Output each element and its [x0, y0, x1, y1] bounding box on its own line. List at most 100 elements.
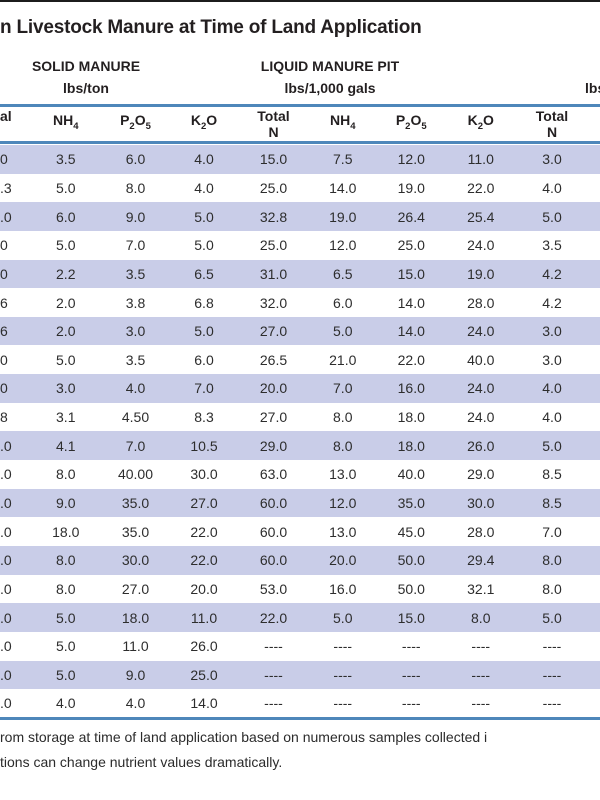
top-border-rule [0, 0, 600, 2]
table-cell: 4.0 [194, 179, 214, 196]
table-cell: 18.0 [52, 523, 80, 540]
table-cell-fragment: 0 [0, 265, 8, 282]
table-cell: 8.0 [56, 552, 76, 569]
table-cell: 8.3 [194, 409, 214, 426]
table-cell: 5.0 [194, 323, 214, 340]
table-cell: 9.0 [125, 208, 146, 225]
table-cell: ---- [542, 638, 562, 655]
table-cell-fragment: 0 [0, 380, 8, 397]
table-cell: 6.5 [333, 265, 353, 282]
table-cell: 53.0 [259, 580, 288, 597]
table-cell-fragment: 8 [0, 409, 8, 426]
table-cell: 8.0 [471, 609, 491, 626]
table-cell: 5.0 [194, 237, 214, 254]
table-cell: 2.0 [56, 323, 76, 340]
table-cell: 8.0 [125, 179, 146, 196]
table-cell: 8.0 [56, 580, 76, 597]
table-cell: 9.0 [56, 495, 76, 511]
header-total-n-right: Total N [535, 107, 569, 140]
table-cell-fragment: .0 [0, 580, 12, 597]
table-cell: 14.0 [329, 179, 357, 196]
table-cell: 50.0 [397, 580, 425, 597]
table-cell: 3.5 [125, 265, 146, 282]
header-top-rule [0, 104, 600, 107]
table-cell: 26.0 [190, 638, 218, 655]
table-cell: 8.0 [542, 580, 562, 597]
table-cell: 8.0 [542, 552, 562, 569]
table-cell: 3.0 [542, 323, 562, 340]
table-cell: 20.0 [259, 380, 288, 397]
table-cell: 25.0 [259, 237, 288, 254]
table-cell: 27.0 [259, 323, 288, 340]
table-cell: 5.0 [333, 323, 353, 340]
table-cell: 29.0 [259, 437, 288, 454]
table-cell-fragment: .0 [0, 552, 12, 569]
table-row: .0 6.0 9.0 5.0 32.8 19.0 26.4 25.4 5.0 [0, 202, 600, 231]
table-cell: 29.0 [467, 466, 495, 483]
table-cell: ---- [401, 666, 421, 683]
header-nh4-solid: NH4 [52, 112, 79, 132]
table-cell-fragment: 0 [0, 237, 8, 254]
table-cell: 25.0 [190, 666, 218, 683]
table-cell: 8.0 [333, 409, 353, 426]
table-cell: 26.4 [397, 208, 425, 225]
table-cell: 6.8 [194, 294, 214, 311]
table-row: .0 4.0 4.0 14.0 ---- ---- ---- ---- ---- [0, 689, 600, 718]
table-cell: 5.0 [56, 638, 76, 655]
table-cell: 7.0 [125, 237, 146, 254]
table-row: .0 5.0 11.0 26.0 ---- ---- ---- ---- ---- [0, 632, 600, 661]
table-cell: 19.0 [397, 179, 425, 196]
table-cell: 20.0 [190, 580, 218, 597]
table-cell: 18.0 [397, 437, 425, 454]
table-cell: 24.0 [467, 409, 495, 426]
table-cell: 8.5 [542, 466, 562, 483]
table-cell: 6.0 [194, 351, 214, 368]
table-cell: 3.0 [542, 151, 562, 168]
table-cell: ---- [471, 666, 491, 683]
table-cell: ---- [471, 638, 491, 655]
header-k2o-liquid: K2O [467, 112, 494, 132]
table-cell: 24.0 [467, 380, 495, 397]
table-cell: 14.0 [190, 695, 218, 712]
table-cell: 30.0 [467, 495, 495, 511]
header-total-n-liquid: Total N [257, 107, 290, 140]
table-cell: 2.0 [56, 294, 76, 311]
table-cell: 40.0 [467, 351, 495, 368]
table-header-row: al NH4 P2O5 K2O Total N NH4 P2O5 K2O Tota… [0, 106, 600, 141]
table-cell: ---- [401, 695, 421, 712]
table-cell: 11.0 [122, 638, 149, 655]
table-cell: 3.5 [56, 151, 76, 168]
table-cell: 32.8 [259, 208, 288, 225]
table-cell: 21.0 [329, 351, 357, 368]
page-title: n Livestock Manure at Time of Land Appli… [0, 17, 422, 38]
column-group-solid-manure: SOLID MANURE lbs/ton [32, 55, 140, 99]
table-row: 6 2.0 3.8 6.8 32.0 6.0 14.0 28.0 4.2 [0, 288, 600, 317]
table-cell: 30.0 [121, 552, 150, 569]
table-cell: 31.0 [259, 265, 288, 282]
table-cell: 2.2 [56, 265, 76, 282]
table-cell: 22.0 [190, 523, 218, 540]
table-cell: 5.0 [56, 351, 76, 368]
table-cell: 4.0 [125, 695, 146, 712]
table-cell: 28.0 [467, 523, 495, 540]
table-cell: 5.0 [194, 208, 214, 225]
table-row: .0 8.0 30.0 22.0 60.0 20.0 50.0 29.4 8.0 [0, 545, 600, 575]
table-cell-fragment: .0 [0, 666, 12, 683]
table-cell-fragment: 6 [0, 323, 8, 340]
table-cell: 24.0 [467, 323, 495, 340]
table-cell: 3.5 [125, 351, 146, 368]
table-cell: ---- [333, 666, 353, 683]
table-cell: 60.0 [259, 495, 288, 511]
table-cell-fragment: 0 [0, 151, 8, 168]
table-cell: 5.0 [542, 437, 562, 454]
table-cell: 9.0 [125, 666, 146, 683]
table-row: 6 2.0 3.0 5.0 27.0 5.0 14.0 24.0 3.0 [0, 316, 600, 346]
footnote-line-2: tions can change nutrient values dramati… [0, 754, 283, 770]
table-cell: 4.0 [542, 179, 562, 196]
table-cell: 20.0 [329, 552, 357, 569]
table-cell: 18.0 [397, 409, 425, 426]
table-cell: 27.0 [259, 409, 288, 426]
group-name: LIQUID MANURE PIT [260, 58, 400, 74]
table-cell: 60.0 [259, 523, 288, 540]
table-cell: 22.0 [190, 552, 218, 569]
